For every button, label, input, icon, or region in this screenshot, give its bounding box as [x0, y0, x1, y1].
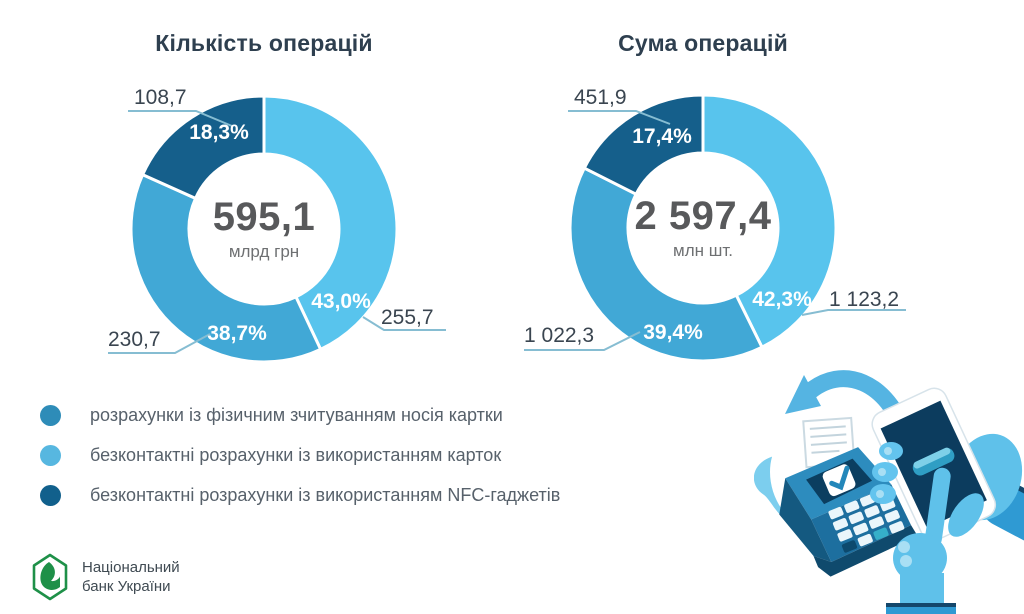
legend-item-label: розрахунки із фізичним зчитуванням носія…	[90, 405, 503, 425]
legend-item-contactless-cards: безконтактні розрахунки із використанням…	[40, 445, 560, 466]
pct-label: 38,7%	[207, 322, 267, 345]
nbu-emblem-icon	[32, 553, 68, 601]
nbu-logo-line1: Національний	[82, 558, 180, 576]
legend-item-label: безконтактні розрахунки із використанням…	[90, 485, 561, 505]
chart-title-sum: Сума операцій	[618, 30, 788, 56]
donut-center-value: 2 597,4	[634, 194, 772, 238]
motion-wing	[754, 456, 792, 520]
legend-dot	[40, 445, 61, 466]
donut-center-left: 595,1 млрд грн	[154, 197, 374, 262]
donut-center-value: 595,1	[212, 195, 316, 239]
gripping-fingers	[870, 442, 903, 504]
thumb	[948, 493, 984, 537]
payment-illustration	[754, 370, 1024, 614]
legend-dot	[40, 405, 61, 426]
pos-terminal-illustration	[754, 416, 918, 577]
callout-value: 230,7	[108, 328, 161, 351]
legend-item-label: безконтактні розрахунки із використанням…	[90, 445, 502, 465]
legend-dot	[40, 485, 61, 506]
legend-item-nfc-gadgets: безконтактні розрахунки із використанням…	[40, 485, 560, 506]
donut-center-unit: млн шт.	[673, 241, 733, 260]
callout-value: 108,7	[134, 86, 187, 109]
callout-value: 255,7	[381, 306, 434, 329]
donut-center-unit: млрд грн	[228, 242, 300, 261]
pct-label: 39,4%	[643, 321, 703, 344]
pct-label: 18,3%	[189, 121, 249, 144]
pct-label: 42,3%	[752, 288, 812, 311]
nbu-logo-text: Національний банк України	[82, 558, 180, 597]
legend: розрахунки із фізичним зчитуванням носія…	[40, 405, 560, 525]
callout-value: 1 123,2	[829, 288, 900, 311]
callout-value: 451,9	[574, 86, 627, 109]
chart-title-count: Кількість операцій	[155, 30, 373, 56]
pointing-hand	[886, 467, 956, 614]
pct-label: 43,0%	[311, 290, 371, 313]
pct-label: 17,4%	[632, 125, 692, 148]
nbu-logo-line2: банк України	[82, 578, 171, 595]
callout-value: 1 022,3	[524, 324, 595, 347]
nbu-logo: Національний банк України	[30, 553, 180, 601]
legend-item-physical-reading: розрахунки із фізичним зчитуванням носія…	[40, 405, 560, 426]
donut-center-right: 2 597,4 млн шт.	[593, 196, 813, 261]
